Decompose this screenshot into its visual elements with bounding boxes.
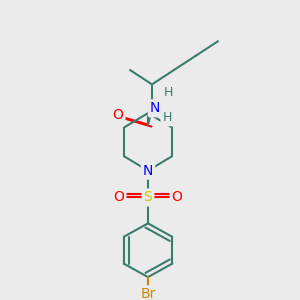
Text: S: S: [144, 190, 152, 205]
Text: O: O: [114, 190, 124, 205]
Text: Br: Br: [140, 287, 156, 300]
Text: O: O: [172, 190, 182, 205]
Text: O: O: [112, 108, 123, 122]
Text: N: N: [143, 164, 153, 178]
Text: H: H: [163, 85, 173, 98]
Text: H: H: [162, 111, 172, 124]
Text: N: N: [150, 101, 160, 115]
